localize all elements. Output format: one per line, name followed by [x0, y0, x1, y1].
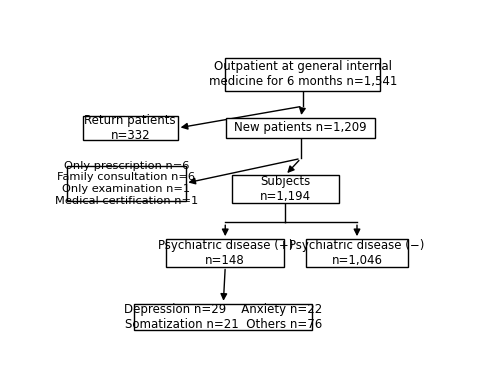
FancyBboxPatch shape — [225, 58, 380, 91]
Text: Return patients
n=332: Return patients n=332 — [84, 114, 176, 142]
Text: Depression n=29    Anxiety n=22
Somatization n=21  Others n=76: Depression n=29 Anxiety n=22 Somatizatio… — [124, 303, 322, 331]
FancyBboxPatch shape — [83, 116, 178, 140]
Text: Subjects
n=1,194: Subjects n=1,194 — [260, 175, 311, 203]
FancyBboxPatch shape — [306, 239, 408, 267]
Text: New patients n=1,209: New patients n=1,209 — [234, 121, 367, 135]
Text: Only prescription n=6
Family consultation n=6
Only examination n=1
Medical certi: Only prescription n=6 Family consultatio… — [55, 161, 198, 205]
FancyBboxPatch shape — [68, 166, 186, 201]
FancyBboxPatch shape — [134, 303, 312, 330]
FancyBboxPatch shape — [226, 118, 376, 138]
FancyBboxPatch shape — [232, 175, 338, 203]
Text: Psychiatric disease (−)
n=1,046: Psychiatric disease (−) n=1,046 — [290, 239, 424, 267]
Text: Outpatient at general internal
medicine for 6 months n=1,541: Outpatient at general internal medicine … — [208, 60, 397, 88]
FancyBboxPatch shape — [166, 239, 284, 267]
Text: Psychiatric disease (+)
n=148: Psychiatric disease (+) n=148 — [158, 239, 293, 267]
